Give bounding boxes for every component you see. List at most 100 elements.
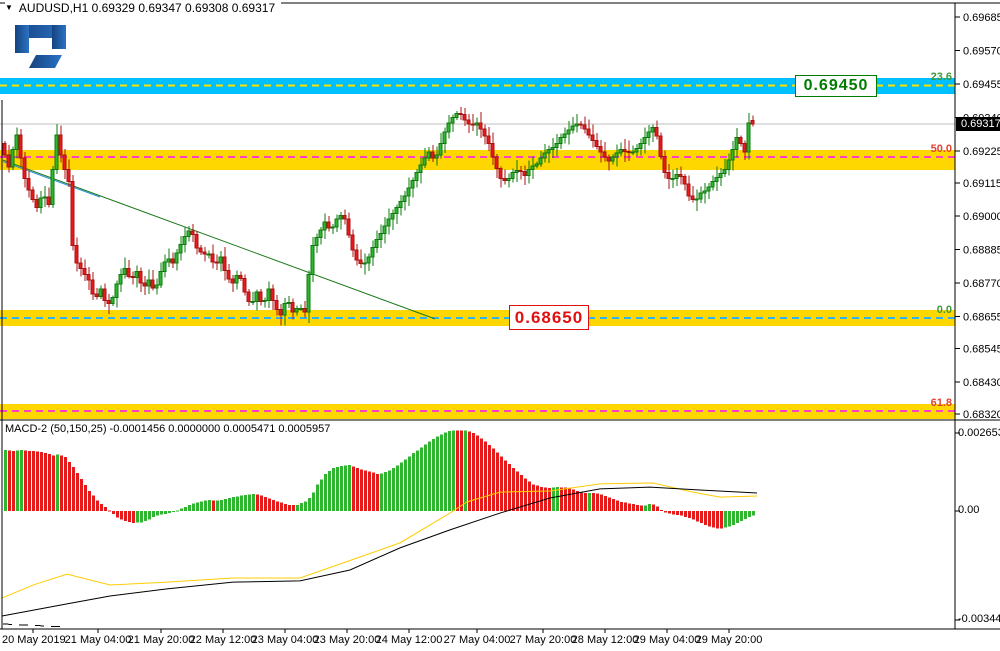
- price-axis-label: 0.69570: [963, 45, 1000, 57]
- macd-bar: [440, 434, 443, 511]
- macd-bar: [748, 511, 751, 517]
- macd-bar: [392, 467, 395, 511]
- macd-bar: [492, 448, 495, 511]
- candle-body: [234, 274, 239, 284]
- candle-body: [650, 127, 655, 133]
- candle-body: [158, 270, 163, 286]
- candle-body: [262, 300, 267, 303]
- resistance-price-tag[interactable]: 0.69450: [795, 75, 877, 97]
- macd-bar: [668, 511, 671, 514]
- macd-bar: [416, 450, 419, 511]
- candle-body: [338, 214, 343, 220]
- candle-body: [74, 244, 79, 264]
- candle-body: [230, 278, 235, 284]
- candle-body: [394, 207, 399, 214]
- macd-bar: [752, 511, 755, 516]
- candle-body: [474, 122, 479, 126]
- macd-bar: [412, 453, 415, 511]
- candle-body: [174, 252, 179, 264]
- macd-bar: [124, 511, 127, 522]
- candle-body: [526, 169, 531, 177]
- macd-bar: [312, 492, 315, 511]
- candle-body: [102, 288, 107, 302]
- macd-main_line: [1, 486, 758, 617]
- macd-bar: [224, 499, 227, 511]
- macd-axis-max-label: 0.0026531: [958, 427, 1000, 439]
- candle-body: [138, 270, 143, 284]
- candle-body: [34, 199, 39, 209]
- time-axis-label: 23 May 04:00: [252, 634, 319, 646]
- candle-body: [710, 180, 715, 188]
- macd-bar: [532, 484, 535, 511]
- macd-bar: [648, 503, 651, 511]
- candle-body: [750, 120, 755, 125]
- candle-body: [546, 148, 551, 154]
- candle-body: [154, 284, 159, 289]
- macd-bar: [608, 497, 611, 511]
- fib-band-0.0: [0, 309, 955, 326]
- macd-bar: [4, 450, 7, 511]
- macd-bar: [724, 511, 727, 528]
- macd-bar: [704, 511, 707, 525]
- candle-body: [170, 258, 175, 264]
- macd-bar: [728, 511, 731, 527]
- macd-bar: [732, 511, 735, 525]
- macd-bar: [512, 467, 515, 511]
- macd-bar: [308, 498, 311, 511]
- candle-body: [434, 154, 439, 159]
- time-axis-label: 22 May 12:00: [190, 634, 257, 646]
- candle-body: [534, 163, 539, 167]
- price-axis-label: 0.69000: [963, 211, 1000, 223]
- macd-bar: [584, 493, 587, 511]
- candle-body: [590, 134, 595, 142]
- macd-bar: [208, 500, 211, 511]
- macd-bar: [576, 491, 579, 511]
- macd-bar: [144, 511, 147, 521]
- time-axis-label: 29 May 20:00: [696, 634, 763, 646]
- macd-bar: [536, 485, 539, 511]
- macd-signal_line: [1, 482, 758, 599]
- macd-bar: [696, 511, 699, 522]
- macd-bar: [88, 490, 91, 511]
- candle-body: [682, 175, 687, 185]
- macd-bar: [196, 502, 199, 511]
- symbol-dropdown-icon[interactable]: ▼: [5, 3, 13, 12]
- candle-body: [634, 147, 639, 153]
- candle-body: [446, 122, 451, 133]
- candle-body: [202, 251, 207, 255]
- macd-bar: [736, 511, 739, 524]
- macd-bar: [40, 452, 43, 511]
- candle-body: [582, 124, 587, 130]
- support-price-tag[interactable]: 0.68650: [509, 305, 589, 330]
- candle-body: [610, 156, 615, 162]
- candle-body: [362, 262, 367, 265]
- candle-body: [406, 187, 411, 197]
- candle-body: [438, 143, 443, 156]
- macd-bar: [640, 505, 643, 511]
- candle-body: [50, 169, 55, 206]
- macd-bar: [216, 500, 219, 511]
- macd-bar: [164, 511, 167, 514]
- macd-bar: [284, 503, 287, 511]
- macd-bar: [300, 503, 303, 511]
- broker-logo-icon: [15, 25, 66, 68]
- candle-body: [718, 173, 723, 178]
- macd-bar: [268, 498, 271, 511]
- macd-bar: [408, 456, 411, 511]
- candle-body: [310, 244, 315, 275]
- candle-body: [738, 137, 743, 145]
- candle-body: [686, 183, 691, 197]
- candle-body: [322, 221, 327, 231]
- macd-bar: [356, 468, 359, 511]
- price-axis-label: 0.69225: [963, 146, 1000, 158]
- fib-label-23-6: 23.6: [930, 71, 952, 83]
- trendline-1[interactable]: [2, 159, 436, 320]
- candle-body: [442, 131, 447, 145]
- candle-body: [282, 302, 287, 316]
- time-axis-label: 29 May 04:00: [634, 634, 701, 646]
- candle-body: [654, 127, 659, 137]
- candle-body: [466, 119, 471, 125]
- candle-body: [370, 246, 375, 258]
- candle-body: [6, 154, 11, 168]
